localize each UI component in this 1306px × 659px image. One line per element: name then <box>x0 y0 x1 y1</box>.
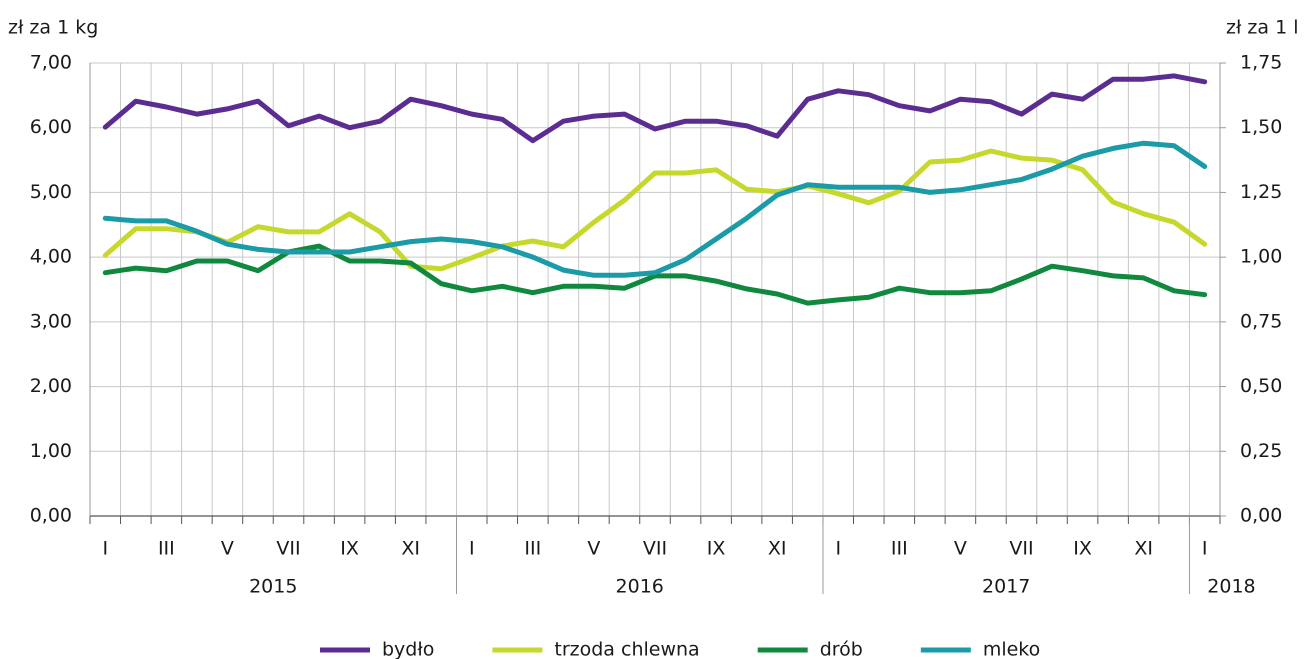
x-tick-label: III <box>891 538 908 560</box>
y-tick-label: 3,00 <box>30 310 72 332</box>
y-tick-label: 2,00 <box>30 375 72 397</box>
x-group-label: 2017 <box>982 576 1030 598</box>
legend-label: mleko <box>983 639 1040 659</box>
y2-tick-label: 1,75 <box>1240 52 1282 74</box>
y2-tick-label: 0,25 <box>1240 440 1282 462</box>
x-tick-label: V <box>221 538 234 560</box>
y2-tick-label: 1,00 <box>1240 246 1282 268</box>
legend-label: bydło <box>382 639 434 659</box>
y-tick-label: 1,00 <box>30 440 72 462</box>
x-tick-label: IX <box>707 538 726 560</box>
x-tick-label: III <box>524 538 541 560</box>
series-line <box>102 140 1208 278</box>
x-tick-label: XI <box>401 538 420 560</box>
y-tick-label: 4,00 <box>30 246 72 268</box>
x-tick-label: I <box>469 538 475 560</box>
x-group-label: 2018 <box>1207 576 1255 598</box>
x-group-label: 2016 <box>616 576 664 598</box>
y-tick-label: 0,00 <box>30 505 72 527</box>
y2-axis-label: zł za 1 l <box>1226 17 1298 39</box>
x-tick-label: III <box>158 538 175 560</box>
x-group-label: 2015 <box>249 576 297 598</box>
x-tick-label: VII <box>1009 538 1033 560</box>
y-tick-label: 5,00 <box>30 181 72 203</box>
x-tick-label: VII <box>276 538 300 560</box>
y2-tick-label: 1,25 <box>1240 181 1282 203</box>
x-tick-label: IX <box>340 538 359 560</box>
y-axis-label: zł za 1 kg <box>8 17 98 39</box>
legend-label: drób <box>820 639 863 659</box>
y-tick-label: 6,00 <box>30 116 72 138</box>
y2-tick-label: 0,00 <box>1240 505 1282 527</box>
x-tick-label: V <box>954 538 967 560</box>
x-tick-label: XI <box>768 538 787 560</box>
y-tick-label: 7,00 <box>30 52 72 74</box>
x-tick-label: XI <box>1134 538 1153 560</box>
x-tick-label: I <box>1202 538 1208 560</box>
x-tick-label: V <box>587 538 600 560</box>
legend-label: trzoda chlewna <box>554 639 699 659</box>
x-tick-label: I <box>102 538 108 560</box>
x-tick-label: IX <box>1073 538 1092 560</box>
series-line <box>102 148 1208 272</box>
y2-tick-label: 1,50 <box>1240 116 1282 138</box>
x-tick-label: I <box>835 538 841 560</box>
y2-tick-label: 0,50 <box>1240 375 1282 397</box>
y2-tick-label: 0,75 <box>1240 310 1282 332</box>
x-tick-label: VII <box>643 538 667 560</box>
series-line <box>102 73 1208 144</box>
